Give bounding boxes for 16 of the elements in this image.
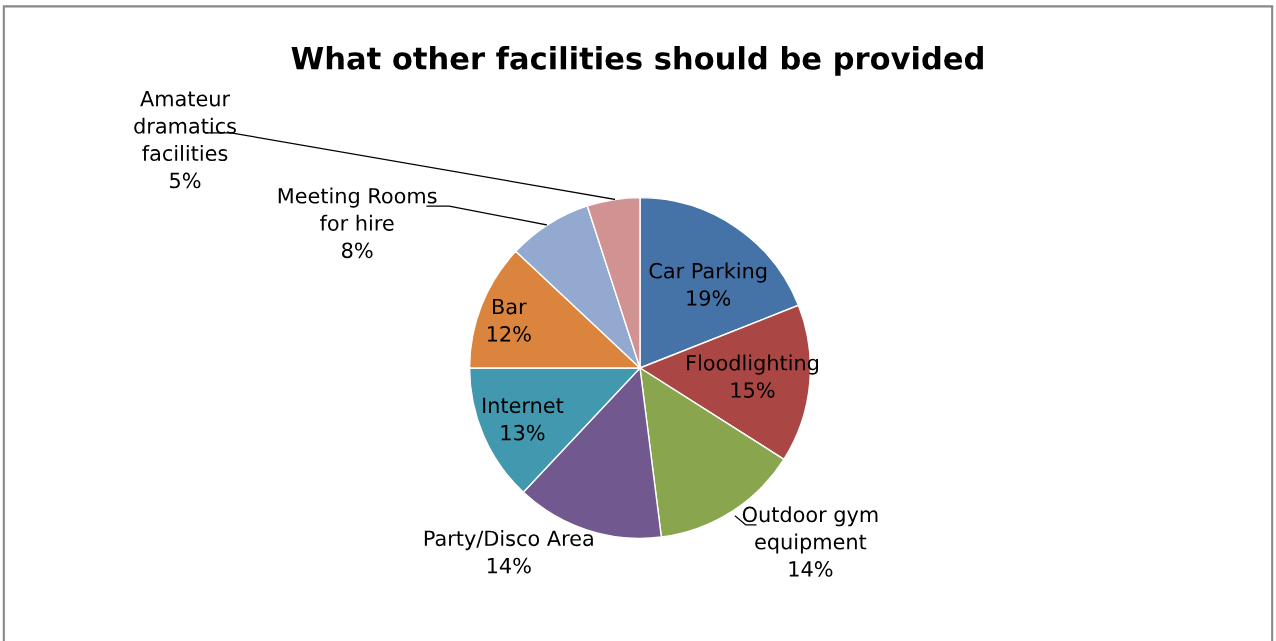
slice-label: Bar [493,298,527,315]
slice-label: Car Parking [649,262,767,283]
data-label: 14% [487,557,531,574]
slice-label: Party/Disco Area [424,530,593,551]
slice-label: Meeting Rooms for hire [278,187,437,231]
slice-label: Amateur dramatics facilities [134,91,236,162]
chart-title: What other facilities should be provided [291,46,983,76]
data-label: 14% [789,561,833,577]
data-label: 15% [731,382,775,398]
data-label: 5% [170,172,201,189]
slice-label: Outdoor gym equipment [742,506,878,554]
data-label: 13% [501,424,545,441]
data-label: 12% [487,325,531,342]
slice-label: Internet [483,397,564,414]
data-label: 8% [342,242,373,259]
data-label: 19% [687,290,731,306]
